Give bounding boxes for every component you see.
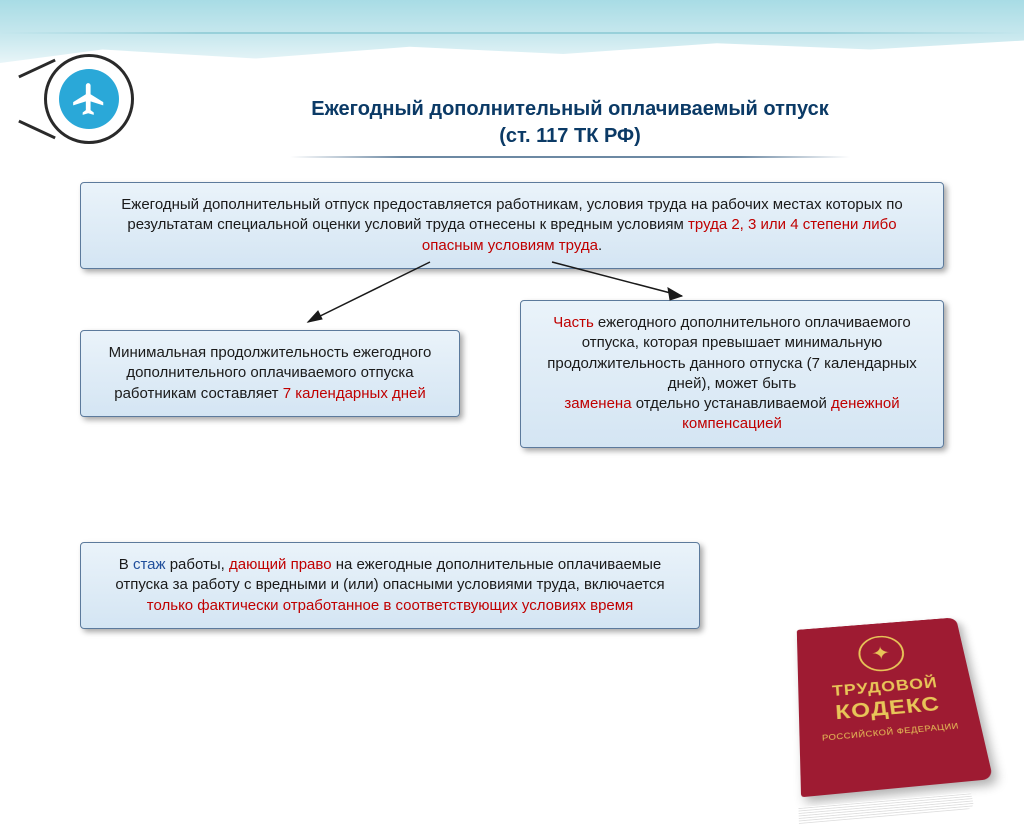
decorative-top-line bbox=[0, 32, 1024, 34]
title-line2: (ст. 117 ТК РФ) bbox=[499, 125, 641, 147]
text: ежегодного дополнительного оплачиваемого… bbox=[547, 314, 917, 392]
text-red: 7 календарных дней bbox=[279, 385, 426, 402]
labor-code-book: ✦ ТРУДОВОЙ КОДЕКС РОССИЙСКОЙ ФЕДЕРАЦИИ bbox=[784, 558, 994, 768]
text: В bbox=[119, 556, 133, 573]
text: отдельно устанавливаемой bbox=[632, 395, 831, 412]
box-main-definition: Ежегодный дополнительный отпуск предоста… bbox=[80, 182, 944, 269]
text-red: только фактически отработанное в соответ… bbox=[147, 597, 633, 614]
text-red: Часть bbox=[553, 314, 594, 331]
airplane-logo bbox=[38, 48, 148, 158]
text-red: дающий право bbox=[229, 556, 332, 573]
title-underline bbox=[290, 156, 850, 158]
text: работы, bbox=[166, 556, 229, 573]
box-min-duration: Минимальная продолжительность ежегодного… bbox=[80, 330, 460, 417]
title-line1: Ежегодный дополнительный оплачиваемый от… bbox=[311, 98, 828, 120]
text: . bbox=[598, 237, 602, 254]
text-blue: стаж bbox=[133, 556, 166, 573]
text-red: заменена bbox=[564, 395, 631, 412]
emblem-icon: ✦ bbox=[856, 634, 906, 673]
box-compensation: Часть ежегодного дополнительного оплачив… bbox=[520, 300, 944, 448]
book-cover: ✦ ТРУДОВОЙ КОДЕКС РОССИЙСКОЙ ФЕДЕРАЦИИ bbox=[797, 617, 993, 797]
slide-title: Ежегодный дополнительный оплачиваемый от… bbox=[210, 96, 930, 158]
box-work-record: В стаж работы, дающий право на ежегодные… bbox=[80, 542, 700, 629]
arrow-right bbox=[540, 256, 710, 311]
book-pages bbox=[799, 793, 975, 824]
airplane-icon bbox=[70, 80, 108, 118]
logo-disc bbox=[59, 69, 119, 129]
arrow-left bbox=[290, 256, 450, 336]
decorative-top-wave bbox=[0, 0, 1024, 90]
